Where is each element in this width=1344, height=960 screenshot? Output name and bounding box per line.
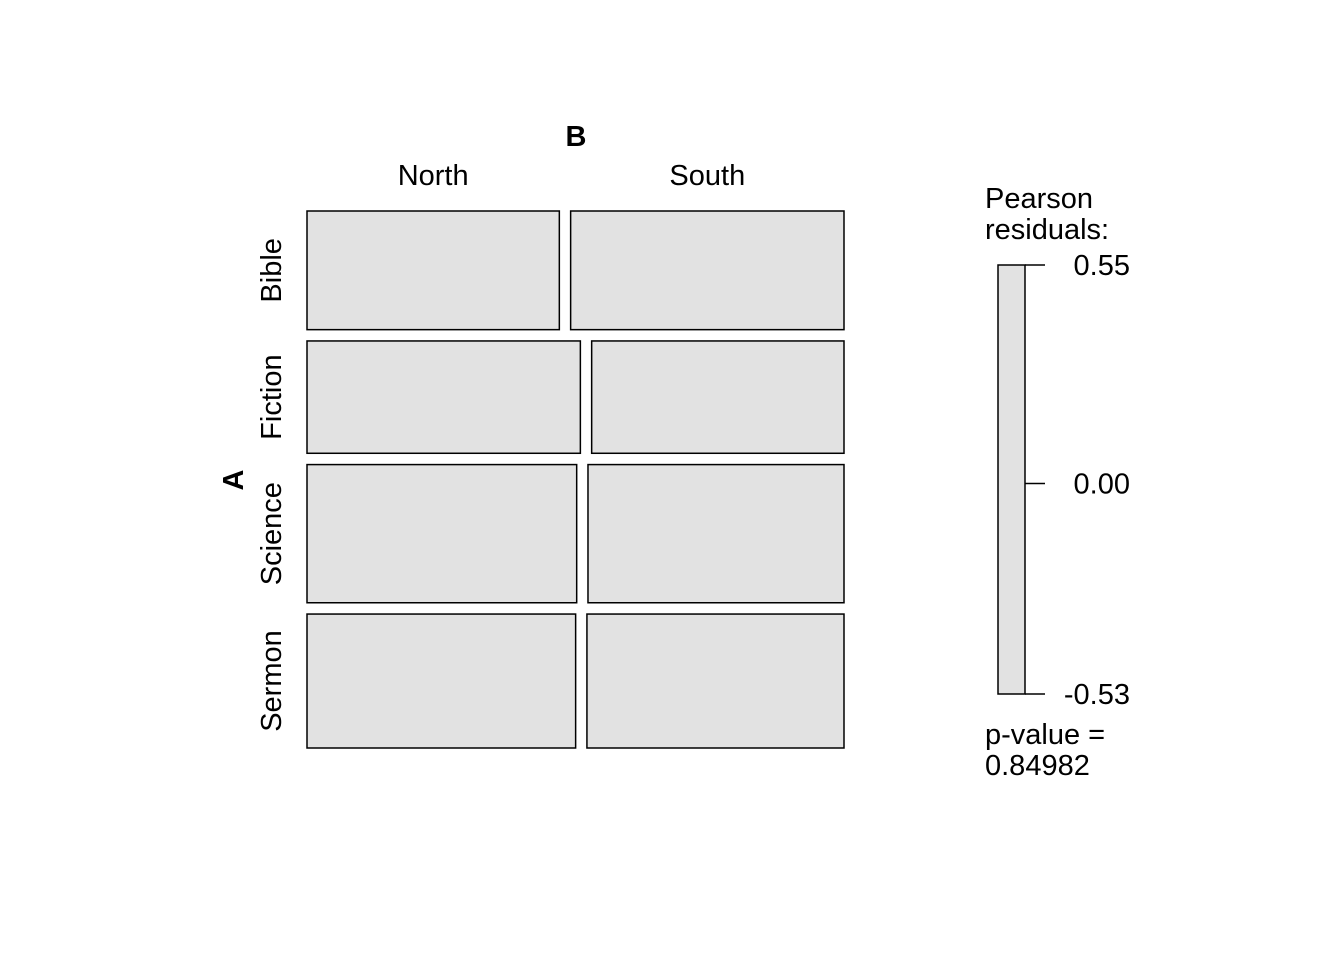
cell-bible-south (569, 210, 845, 331)
legend-color-bar (997, 264, 1026, 695)
legend-tick-label: 0.55 (1074, 250, 1130, 282)
cell-sermon-north (306, 613, 577, 749)
pvalue-line1: p-value = (985, 719, 1105, 751)
column-labels: North South (398, 160, 746, 192)
cell-bible-north (306, 210, 561, 331)
cell-sermon-south (586, 613, 845, 749)
legend-ticks: 0.55 0.00 -0.53 (1025, 250, 1130, 711)
col-label-south: South (669, 160, 745, 192)
pvalue-line2: 0.84982 (985, 750, 1090, 782)
legend-tick-label: -0.53 (1064, 679, 1130, 711)
legend: Pearson residuals: 0.55 0.00 -0.53 p-value… (985, 183, 1130, 782)
cell-fiction-south (590, 340, 845, 455)
row-variable-label: A (218, 469, 250, 490)
legend-title-line2: residuals: (985, 214, 1109, 246)
legend-title-line1: Pearson (985, 183, 1093, 215)
row-label-bible: Bible (256, 238, 288, 303)
mosaic-cells (306, 210, 845, 749)
row-label-fiction: Fiction (256, 354, 288, 439)
col-variable-label: B (566, 121, 587, 153)
cell-fiction-north (306, 340, 582, 455)
col-label-north: North (398, 160, 469, 192)
row-labels: Bible Fiction Science Sermon (256, 238, 288, 732)
row-label-sermon: Sermon (256, 630, 288, 732)
cell-science-north (306, 463, 578, 604)
legend-tick-label: 0.00 (1074, 468, 1130, 500)
cell-science-south (587, 463, 845, 604)
row-label-science: Science (256, 482, 288, 585)
